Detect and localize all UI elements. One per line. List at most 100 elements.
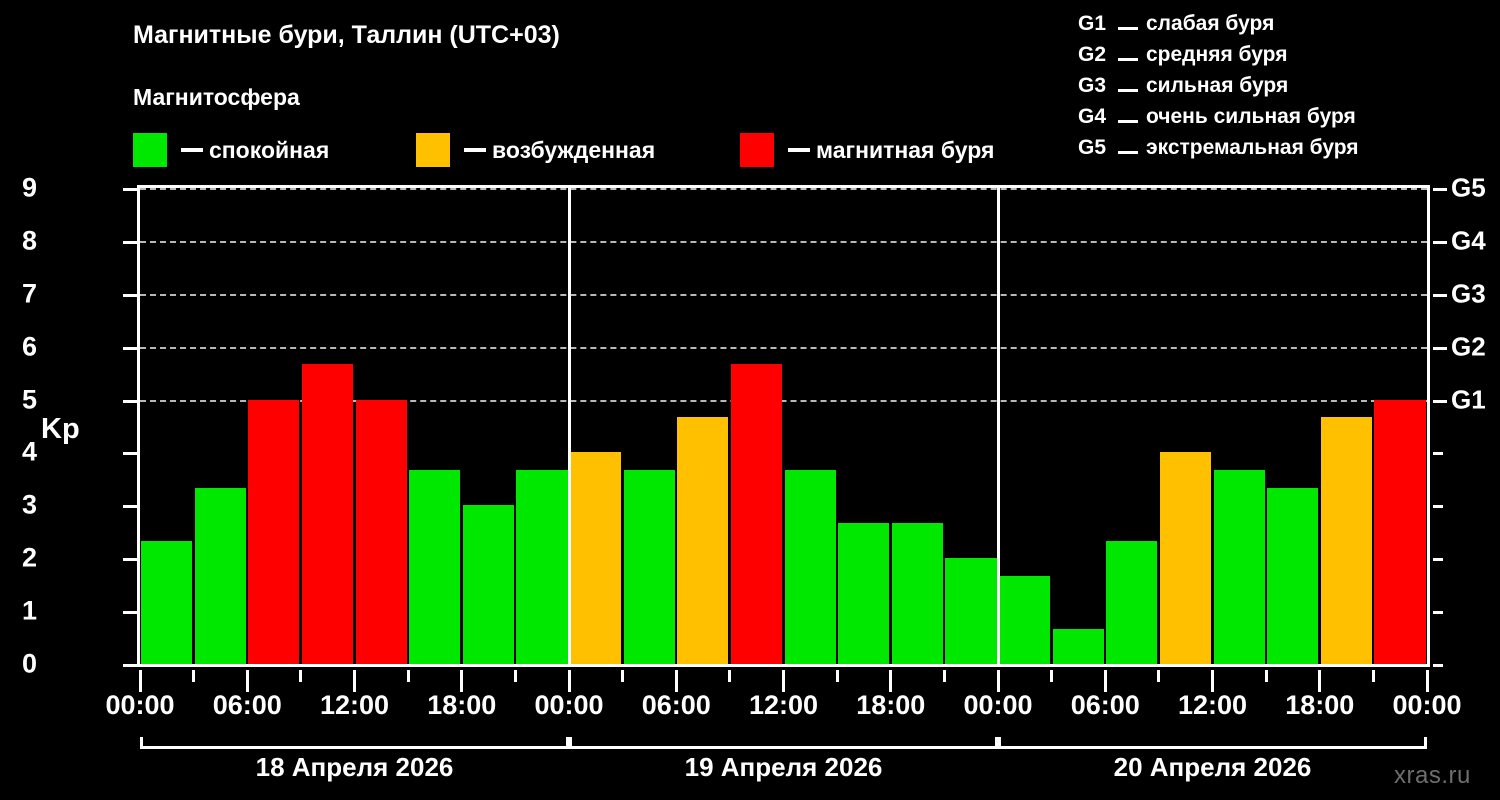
x-tick-major-10 [674,670,678,692]
legend-label-quiet: спокойная [209,136,330,163]
y-tick-mark-5 [123,399,137,403]
y-tick-mark-8 [123,240,137,244]
g-tick-label-g2: G2 [1451,331,1486,362]
bar-day1-1200 [355,399,407,664]
y-tick-label-8: 8 [21,225,37,256]
legend-item-quiet: спокойная [133,131,329,169]
g-axis-minor-tick-2 [1433,558,1443,562]
x-tick-major-18 [1103,670,1107,692]
g-axis-minor-tick-0 [1433,664,1443,667]
x-tick-minor-9 [621,670,625,682]
x-tick-major-22 [1318,670,1322,692]
x-tick-major-2 [245,670,249,692]
x-tick-label-2: 12:00 [319,690,390,720]
y-tick-label-3: 3 [21,489,37,520]
x-tick-label-0: 00:00 [105,690,175,720]
day-separators-layer [140,188,1427,664]
x-tick-label-10: 12:00 [1177,690,1248,720]
bar-day2-1200 [784,469,836,664]
gscale-code-g1: G1 [1078,12,1107,35]
gscale-dash-icon [1118,120,1138,123]
bar-day3-0600 [1106,540,1158,664]
gscale-text-g2: средняя буря [1146,43,1288,66]
bar-day1-1500 [409,469,461,664]
date-label-3: 20 Апреля 2026 [1113,752,1312,782]
y-tick-label-0: 0 [21,648,37,679]
y-tick-mark-0 [123,664,137,667]
bar-day1-2100 [516,469,568,664]
g-axis-minor-tick-1 [1433,611,1443,615]
gridlines-layer [140,188,1427,664]
gscale-legend-g1: G1 слабая буря [1078,12,1359,43]
y-tick-label-4: 4 [21,436,37,467]
x-tick-major-0 [138,670,142,692]
gridline-kp-9 [140,188,1427,190]
day-bracket-1 [140,737,569,749]
g-scale-legend: G1 слабая буря G2 средняя буря G3 сильная бур… [1078,12,1359,167]
legend-swatch-quiet [133,133,167,167]
legend-label-storm: магнитная буря [816,136,995,163]
x-tick-minor-13 [835,670,839,682]
bar-day1-0300 [194,487,246,664]
legend-dash-icon [464,148,486,152]
bar-day2-0000 [570,452,622,664]
g-tick-label-g1: G1 [1451,384,1486,415]
g-tick-label-g3: G3 [1451,278,1486,309]
gridline-kp-8 [140,240,1427,243]
bar-day1-1800 [462,505,514,664]
x-tick-major-24 [1425,670,1429,692]
x-tick-major-8 [567,670,571,692]
gridline-kp-5 [140,399,1427,402]
bar-day1-0000 [141,540,193,664]
y-tick-mark-9 [123,188,137,191]
x-tick-minor-7 [513,670,517,682]
bars-layer [140,188,1427,664]
x-tick-major-12 [782,670,785,692]
x-tick-minor-23 [1371,670,1375,682]
bar-day2-2100 [945,558,997,664]
x-tick-minor-1 [192,670,196,682]
gridline-kp-7 [140,293,1427,296]
bar-day1-0900 [301,364,353,664]
gscale-legend-g4: G4 очень сильная буря [1078,105,1359,136]
legend-swatch-unsettled [416,133,450,167]
x-tick-minor-21 [1264,670,1268,682]
watermark: xras.ru [1394,762,1471,789]
y-tick-mark-6 [123,346,137,350]
bar-day3-0000 [999,575,1051,664]
day-bracket-2 [569,737,998,749]
x-tick-major-20 [1211,670,1214,692]
x-tick-minor-5 [406,670,410,682]
x-tick-label-12: 00:00 [1392,690,1462,720]
gridline-kp-6 [140,346,1427,349]
bar-day3-0900 [1159,452,1211,664]
gscale-dash-icon [1118,58,1138,61]
gscale-text-g5: экстремальная буря [1146,136,1359,159]
gscale-text-g1: слабая буря [1146,12,1275,35]
date-label-2: 19 Апреля 2026 [684,752,883,782]
x-tick-label-6: 12:00 [748,690,819,720]
gscale-code-g4: G4 [1078,105,1107,128]
y-tick-label-6: 6 [21,331,37,362]
x-tick-label-9: 06:00 [1070,690,1140,720]
bar-day2-0900 [730,364,782,664]
date-label-1: 18 Апреля 2026 [255,752,454,782]
legend-item-storm: магнитная буря [740,131,994,169]
bar-day2-0300 [623,469,675,664]
bar-day3-0300 [1052,628,1104,664]
g-tick-mark-g3 [1433,293,1447,297]
legend-item-unsettled: возбужденная [416,131,655,169]
gscale-dash-icon [1118,27,1138,30]
y-tick-mark-2 [123,558,137,562]
x-tick-label-7: 18:00 [856,690,926,720]
y-tick-label-9: 9 [21,172,37,203]
gscale-code-g2: G2 [1078,43,1107,66]
bar-day2-0600 [677,417,729,664]
magnetosphere-section-label: Магнитосфера [133,84,300,110]
g-tick-mark-g2 [1433,346,1447,350]
legend-dash-icon [181,148,203,152]
gscale-legend-g3: G3 сильная буря [1078,74,1359,105]
y-tick-mark-7 [123,293,137,297]
g-tick-mark-g1 [1433,399,1447,403]
